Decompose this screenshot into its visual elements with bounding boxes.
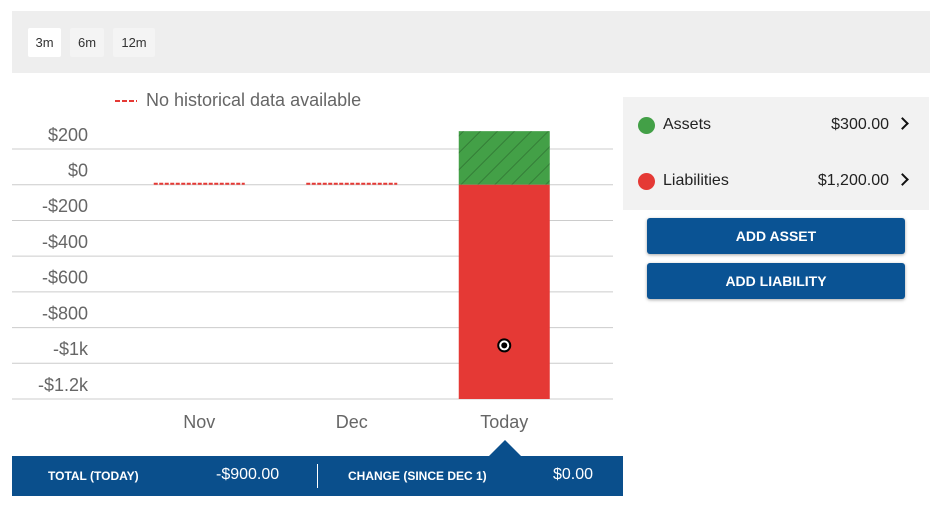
chart: No historical data available $200 $0 -$200… <box>12 90 613 432</box>
row-label: Assets <box>663 116 712 133</box>
range-button[interactable]: 12m <box>113 28 155 57</box>
chevron <box>896 117 909 130</box>
pointer <box>489 440 521 456</box>
divider <box>317 464 318 488</box>
row-label: Liabilities <box>663 172 729 189</box>
row-value: $1,200.00 <box>817 172 889 189</box>
y-tick-label: $200 <box>48 125 88 145</box>
add-button[interactable]: ADD ASSET <box>647 218 905 254</box>
range-bar: 3m 6m 12m <box>12 11 930 73</box>
y-tick-label: -$800 <box>42 303 88 323</box>
y-tick-label: -$600 <box>42 268 88 288</box>
change-value: $0.00 <box>553 466 594 483</box>
y-tick-label: -$200 <box>42 196 88 216</box>
x-tick-label: Dec <box>336 412 368 432</box>
footer-bar: TOTAL (TODAY) -$900.00 CHANGE (SINCE DEC… <box>12 456 623 496</box>
y-tick-label: -$1.2k <box>38 375 89 395</box>
y-tick-label: -$400 <box>42 232 88 252</box>
chevron <box>896 173 909 186</box>
color-dot <box>638 117 655 134</box>
y-tick-label: -$1k <box>53 339 89 359</box>
x-tick-label: Nov <box>183 412 215 432</box>
total-label: TOTAL (TODAY) <box>48 469 139 483</box>
range-button[interactable]: 3m <box>28 28 61 57</box>
hatch <box>458 131 550 185</box>
summary-row[interactable]: Liabilities $1,200.00 <box>623 153 929 209</box>
y-tick-label: $0 <box>68 160 88 180</box>
bar <box>458 184 550 399</box>
x-tick-label: Today <box>480 412 528 432</box>
summary-row[interactable]: Assets $300.00 <box>623 97 929 153</box>
add-button[interactable]: ADD LIABILITY <box>647 263 905 299</box>
change-label: CHANGE (SINCE DEC 1) <box>348 469 487 483</box>
range-button[interactable]: 6m <box>70 28 104 57</box>
row-value: $300.00 <box>831 116 889 133</box>
summary-panel: Assets $300.00 Liabilities $1,200.00 <box>623 97 929 210</box>
net-point-center <box>501 342 508 349</box>
total-value: -$900.00 <box>216 466 280 483</box>
color-dot <box>638 173 655 190</box>
legend-label: No historical data available <box>146 90 361 110</box>
